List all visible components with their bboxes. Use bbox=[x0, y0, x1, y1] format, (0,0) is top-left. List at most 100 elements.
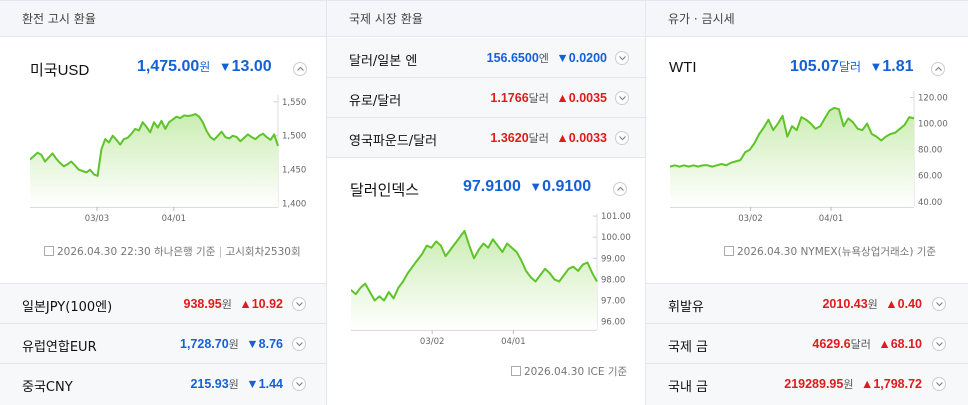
series-line bbox=[351, 229, 598, 302]
value-unit: 원 bbox=[843, 379, 854, 391]
commodity-row[interactable]: 국제 금 4629.6달러 ▲68.10 bbox=[646, 323, 968, 363]
expand-button[interactable] bbox=[932, 337, 946, 351]
source-text: 2026.04.30 ICE 기준 bbox=[524, 366, 628, 378]
chevron-down-icon bbox=[619, 96, 626, 101]
value-number: 1,475.00 bbox=[137, 58, 200, 75]
chevron-up-icon bbox=[617, 186, 624, 191]
y-tick-label: 1,500 bbox=[282, 132, 306, 142]
fx-value: 1.3620달러 ▲0.0033 bbox=[490, 130, 607, 146]
y-tick-label: 40.00 bbox=[918, 198, 942, 208]
expand-button[interactable] bbox=[615, 131, 629, 145]
expand-button[interactable] bbox=[615, 51, 629, 65]
change-number: 1.44 bbox=[258, 377, 283, 391]
expand-button[interactable] bbox=[932, 297, 946, 311]
chevron-up-icon bbox=[935, 66, 942, 71]
document-icon bbox=[724, 246, 734, 256]
commodity-name: 국제 금 bbox=[668, 340, 709, 355]
currency-row[interactable]: 유럽연합EUR 1,728.70원 ▼8.76 bbox=[0, 323, 326, 363]
change-number: 0.0200 bbox=[568, 51, 607, 65]
value-number: 219289.95 bbox=[784, 377, 844, 391]
x-tick-label: 03/02 bbox=[738, 214, 763, 224]
fx-row[interactable]: 영국파운드/달러 1.3620달러 ▲0.0033 bbox=[327, 118, 645, 158]
collapse-button[interactable] bbox=[293, 62, 307, 76]
y-tick-label: 96.00 bbox=[601, 318, 625, 328]
value-number: 156.6500 bbox=[486, 51, 539, 65]
y-tick-label: 100.00 bbox=[918, 120, 948, 130]
up-arrow-icon: ▲ bbox=[860, 377, 874, 391]
chevron-down-icon bbox=[296, 302, 303, 307]
y-tick-label: 101.00 bbox=[601, 212, 631, 222]
x-tick-label: 04/01 bbox=[162, 214, 187, 224]
up-arrow-icon: ▲ bbox=[239, 297, 252, 311]
main-commodity-value: 105.07달러 ▼1.81 bbox=[790, 58, 914, 76]
chevron-down-icon bbox=[296, 382, 303, 387]
fx-value: 156.6500엔 ▼0.0200 bbox=[487, 50, 607, 66]
chevron-down-icon bbox=[619, 56, 626, 61]
y-tick-label: 120.00 bbox=[918, 94, 948, 104]
chevron-down-icon bbox=[936, 342, 943, 347]
fx-row[interactable]: 달러/일본 엔 156.6500엔 ▼0.0200 bbox=[327, 38, 645, 78]
value-number: 2010.43 bbox=[822, 297, 868, 311]
fx-row[interactable]: 유로/달러 1.1766달러 ▲0.0035 bbox=[327, 78, 645, 118]
up-arrow-icon: ▲ bbox=[556, 131, 569, 145]
y-tick-label: 80.00 bbox=[918, 146, 942, 156]
x-tick-label: 03/02 bbox=[420, 337, 445, 347]
y-tick-label: 100.00 bbox=[601, 233, 631, 243]
expand-button[interactable] bbox=[292, 297, 306, 311]
value-unit: 원 bbox=[199, 60, 211, 74]
wti-chart: 40.00 60.00 80.00 100.00 120.00 03/02 04/01 bbox=[670, 91, 948, 224]
change-number: 68.10 bbox=[890, 337, 922, 351]
currency-row[interactable]: 일본JPY(100엔) 938.95원 ▲10.92 bbox=[0, 283, 326, 323]
value-unit: 달러 bbox=[838, 60, 862, 74]
fx-name: 영국파운드/달러 bbox=[349, 134, 438, 149]
collapse-button[interactable] bbox=[931, 62, 945, 76]
change-number: 8.76 bbox=[258, 337, 283, 351]
down-arrow-icon: ▼ bbox=[869, 59, 883, 74]
value-unit: 원 bbox=[228, 379, 239, 391]
panel-header: 유가 · 금시세 bbox=[646, 1, 968, 37]
commodity-row[interactable]: 휘발유 2010.43원 ▲0.40 bbox=[646, 283, 968, 323]
expand-button[interactable] bbox=[292, 377, 306, 391]
collapse-button[interactable] bbox=[613, 182, 627, 196]
value-number: 97.9100 bbox=[463, 178, 521, 195]
currency-row[interactable]: 중국CNY 215.93원 ▼1.44 bbox=[0, 363, 326, 405]
up-arrow-icon: ▲ bbox=[556, 91, 569, 105]
expand-button[interactable] bbox=[292, 337, 306, 351]
commodity-row[interactable]: 국내 금 219289.95원 ▲1,798.72 bbox=[646, 363, 968, 405]
chevron-down-icon bbox=[936, 382, 943, 387]
expand-button[interactable] bbox=[615, 91, 629, 105]
value-number: 215.93 bbox=[190, 377, 229, 391]
currency-value: 938.95원 ▲10.92 bbox=[184, 296, 284, 312]
change-number: 13.00 bbox=[231, 58, 272, 75]
series-area bbox=[30, 114, 278, 207]
down-arrow-icon: ▼ bbox=[556, 51, 569, 65]
main-currency-name[interactable]: 미국USD bbox=[30, 62, 90, 79]
fx-name: 달러/일본 엔 bbox=[349, 54, 418, 69]
expand-button[interactable] bbox=[932, 377, 946, 391]
commodity-value: 2010.43원 ▲0.40 bbox=[822, 296, 922, 312]
change-number: 0.40 bbox=[897, 297, 922, 311]
series-line bbox=[30, 113, 279, 177]
series-area bbox=[670, 107, 914, 207]
fx-value: 1.1766달러 ▲0.0035 bbox=[490, 90, 607, 106]
chevron-up-icon bbox=[297, 66, 304, 71]
y-tick-label: 1,450 bbox=[282, 166, 306, 176]
up-arrow-icon: ▲ bbox=[878, 337, 891, 351]
y-tick-label: 99.00 bbox=[601, 254, 625, 264]
y-tick-label: 97.00 bbox=[601, 296, 625, 306]
source-text: 2026.04.30 NYMEX(뉴욕상업거래소) 기준 bbox=[737, 246, 937, 258]
commodity-panel: 유가 · 금시세 WTI 105.07달러 ▼1.81 40.00 60.00 80… bbox=[646, 1, 968, 405]
source-text: 2026.04.30 22:30 하나은행 기준 bbox=[57, 246, 216, 258]
value-unit: 달러 bbox=[850, 339, 871, 351]
dollar-index-name[interactable]: 달러인덱스 bbox=[350, 182, 420, 199]
value-unit: 엔 bbox=[538, 53, 549, 65]
value-number: 1,728.70 bbox=[180, 337, 229, 351]
value-unit: 달러 bbox=[528, 93, 549, 105]
value-unit: 원 bbox=[221, 299, 232, 311]
commodity-value: 219289.95원 ▲1,798.72 bbox=[784, 376, 922, 392]
main-commodity-name[interactable]: WTI bbox=[669, 59, 697, 76]
x-tick-label: 04/01 bbox=[819, 214, 844, 224]
down-arrow-icon: ▼ bbox=[246, 337, 259, 351]
usd-krw-chart: 1,400 1,450 1,500 1,550 03/03 04/01 bbox=[30, 95, 306, 224]
series-area bbox=[351, 230, 597, 330]
